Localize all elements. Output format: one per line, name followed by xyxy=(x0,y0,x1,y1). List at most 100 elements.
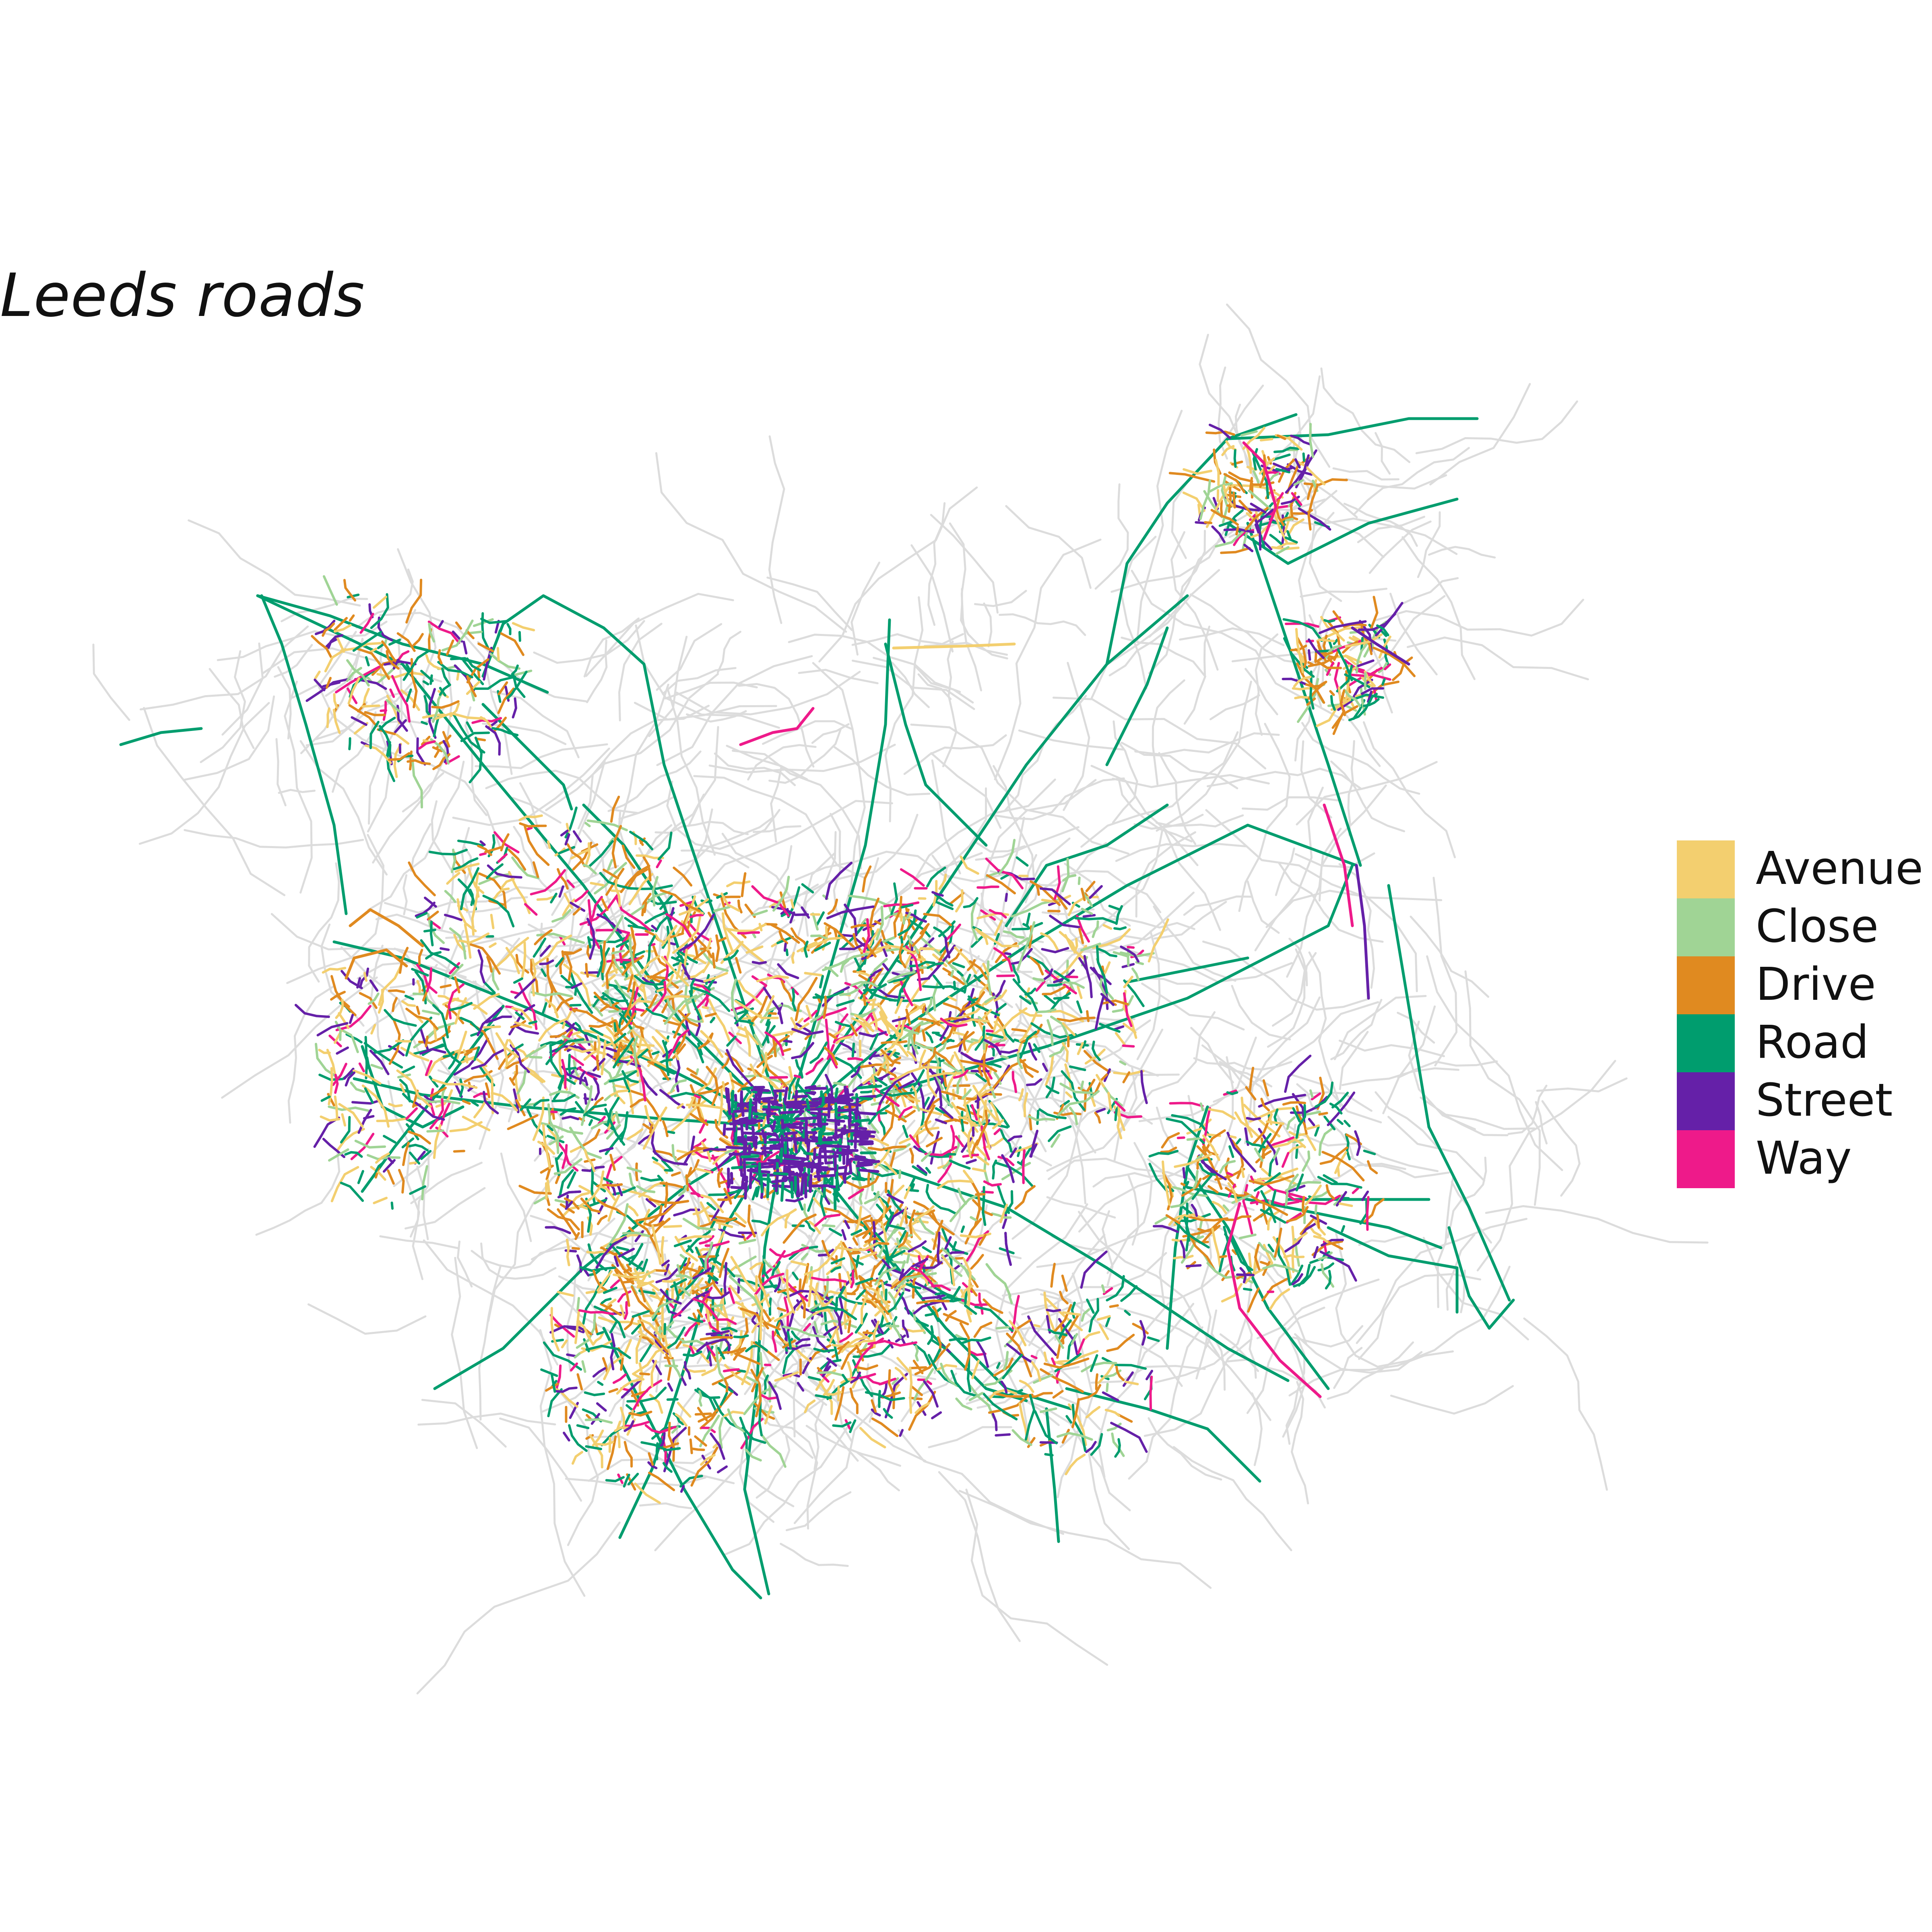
road-segment-road xyxy=(547,1125,554,1131)
road-segment-street xyxy=(717,1148,739,1168)
road-segment-avenue xyxy=(434,712,485,720)
road-segment-road xyxy=(592,995,605,1007)
road-segment-road xyxy=(567,1171,576,1189)
minor-road xyxy=(1327,1341,1414,1400)
road-segment-road xyxy=(1381,678,1386,686)
road-segment-street xyxy=(462,640,468,654)
road-segment-close xyxy=(665,1326,686,1344)
road-segment-avenue xyxy=(326,707,330,729)
road-segment-drive xyxy=(1228,471,1253,483)
road-segment-close xyxy=(1135,961,1144,965)
minor-road xyxy=(617,976,654,1069)
road-segment-close xyxy=(1018,937,1029,945)
road-segment-close xyxy=(444,890,456,903)
road-segment-close xyxy=(607,859,613,871)
road-segment-way xyxy=(739,707,815,746)
road-segment-avenue xyxy=(1318,638,1335,642)
road-segment-drive xyxy=(893,896,902,938)
road-segment-way xyxy=(570,1362,578,1372)
road-segment-way xyxy=(1242,441,1278,541)
minor-road xyxy=(655,452,847,633)
road-segment-road xyxy=(717,1347,725,1360)
minor-road xyxy=(637,1290,773,1352)
minor-road xyxy=(1136,930,1161,1060)
road-segment-drive xyxy=(602,1357,609,1374)
minor-road xyxy=(618,795,676,820)
map-title: Leeds roads xyxy=(0,261,365,330)
road-segment-avenue xyxy=(1263,1244,1274,1265)
road-segment-way xyxy=(632,1379,663,1410)
minor-road xyxy=(747,744,817,781)
road-segment-drive xyxy=(1253,1213,1264,1222)
road-segment-road xyxy=(568,1424,588,1452)
road-segment-drive xyxy=(392,997,398,1012)
minor-road xyxy=(1213,1001,1379,1103)
road-segment-drive xyxy=(620,981,636,1025)
minor-road xyxy=(1090,1365,1206,1384)
minor-road xyxy=(793,1401,881,1524)
road-segment-street xyxy=(1006,1343,1032,1363)
road-segment-close xyxy=(957,1187,967,1205)
road-segment-close xyxy=(684,982,691,1013)
road-segment-road xyxy=(667,1130,675,1134)
road-segment-road xyxy=(662,1462,673,1473)
minor-road xyxy=(928,1426,1012,1449)
road-segment-close xyxy=(676,1264,683,1282)
road-segment-way xyxy=(1308,1195,1341,1205)
road-segment-way xyxy=(1384,663,1391,671)
road-segment-road xyxy=(420,1150,432,1160)
minor-road xyxy=(1127,1174,1139,1246)
road-segment-road xyxy=(345,1033,363,1044)
minor-road xyxy=(1432,877,1457,1067)
road-segment-road xyxy=(1290,1264,1304,1286)
road-segment-way xyxy=(1030,1355,1038,1359)
road-segment-drive xyxy=(698,1034,713,1050)
road-segment-way xyxy=(510,991,520,995)
road-segment-drive xyxy=(1061,1274,1068,1292)
road-segment-avenue xyxy=(729,1285,742,1300)
road-segment-drive xyxy=(605,868,625,896)
road-segment-avenue xyxy=(805,1005,812,1019)
road-segment-avenue xyxy=(963,1257,972,1304)
road-segment-avenue xyxy=(1292,458,1326,485)
road-segment-road xyxy=(851,1042,855,1058)
road-segment-street xyxy=(1100,993,1115,1006)
road-segment-avenue xyxy=(638,1330,665,1354)
road-line xyxy=(1105,413,1298,666)
road-segment-street xyxy=(1152,1225,1179,1233)
road-segment-road xyxy=(383,1135,396,1144)
minor-road xyxy=(475,743,608,769)
minor-road xyxy=(1148,977,1208,988)
road-segment-way xyxy=(754,1273,784,1296)
minor-road xyxy=(994,539,1102,780)
road-segment-close xyxy=(1248,489,1274,512)
minor-road xyxy=(1445,1234,1476,1311)
road-segment-road xyxy=(483,981,496,994)
road-segment-avenue xyxy=(987,1389,1018,1402)
road-segment-close xyxy=(1051,1133,1061,1148)
road-segment-avenue xyxy=(1283,1254,1305,1259)
road-segment-avenue xyxy=(388,1102,403,1108)
road-segment-way xyxy=(816,1007,847,1021)
road-segment-avenue xyxy=(1229,1135,1237,1139)
road-segment-avenue xyxy=(1338,686,1342,702)
road-segment-road xyxy=(970,935,984,948)
road-segment-drive xyxy=(615,1020,622,1033)
road-segment-way xyxy=(1077,1338,1085,1354)
road-segment-drive xyxy=(1094,1073,1108,1095)
road-segment-road xyxy=(388,638,401,646)
road-segment-avenue xyxy=(641,955,661,974)
road-segment-drive xyxy=(609,1154,616,1171)
minor-road xyxy=(664,681,758,700)
minor-road xyxy=(1300,588,1388,598)
road-segment-road xyxy=(1292,1107,1301,1123)
road-segment-drive xyxy=(689,1438,693,1454)
minor-road xyxy=(960,588,1008,660)
road-segment-close xyxy=(746,1376,759,1384)
road-segment-drive xyxy=(972,1199,993,1216)
road-segment-avenue xyxy=(1064,1063,1072,1088)
road-segment-street xyxy=(1090,966,1112,985)
minor-road xyxy=(1170,1056,1234,1228)
road-segment-close xyxy=(699,1414,720,1447)
road-segment-close xyxy=(919,936,954,969)
